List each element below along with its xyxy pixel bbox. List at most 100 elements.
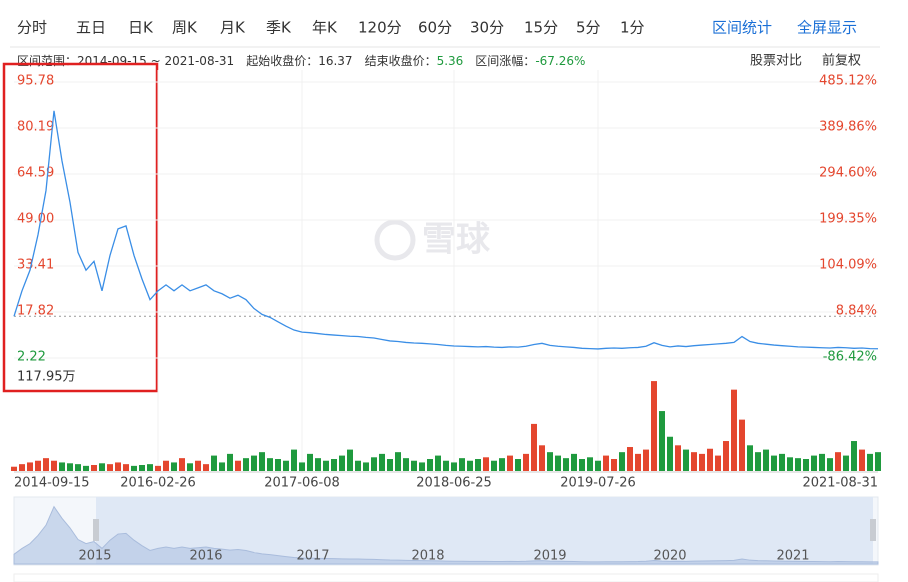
volume-bar: [251, 455, 257, 471]
volume-bar: [667, 436, 673, 471]
volume-bar: [235, 460, 241, 471]
x-tick-label: 2017-06-08: [264, 476, 340, 491]
volume-bar: [267, 458, 273, 471]
volume-bar: [451, 462, 457, 471]
action-link[interactable]: 全屏显示: [797, 19, 857, 37]
volume-bar: [587, 457, 593, 471]
navigator-handle[interactable]: [870, 519, 876, 541]
volume-bar: [651, 381, 657, 471]
volume-bar: [91, 465, 97, 471]
info-value: -67.26%: [535, 54, 585, 68]
volume-bar: [75, 464, 81, 471]
tab[interactable]: 五日: [76, 19, 106, 37]
volume-bar: [555, 455, 561, 471]
info-label: 区间涨幅：: [475, 53, 535, 68]
volume-bar: [835, 452, 841, 471]
volume-bar: [523, 453, 529, 471]
tab[interactable]: 15分: [524, 19, 558, 37]
highlight-box: [2, 62, 159, 393]
tab[interactable]: 季K: [266, 19, 292, 37]
volume-bar: [411, 460, 417, 471]
volume-bar: [59, 462, 65, 471]
volume-bar: [619, 452, 625, 471]
volume-bar: [35, 460, 41, 471]
volume-bar: [851, 441, 857, 471]
y2-tick-label: 104.09%: [819, 258, 877, 273]
volume-bar: [499, 458, 505, 471]
volume-bar: [11, 466, 17, 471]
volume-bar: [739, 419, 745, 471]
volume-bar: [123, 464, 129, 471]
volume-bar: [355, 460, 361, 471]
option[interactable]: 股票对比: [750, 54, 802, 69]
tab[interactable]: 60分: [418, 19, 452, 37]
volume-bar: [867, 453, 873, 471]
volume-bar: [155, 465, 161, 471]
watermark: 雪球: [374, 219, 491, 261]
volume-bar: [843, 455, 849, 471]
tab[interactable]: 分时: [17, 19, 47, 37]
volume-bar: [179, 458, 185, 471]
navigator-handle[interactable]: [93, 519, 99, 541]
volume-bar: [163, 460, 169, 471]
tab[interactable]: 月K: [220, 19, 246, 37]
volume-bar: [811, 455, 817, 471]
volume-bar: [747, 445, 753, 471]
tab[interactable]: 周K: [172, 19, 198, 37]
volume-bar: [819, 453, 825, 471]
volume-bar: [427, 459, 433, 471]
tab[interactable]: 日K: [128, 19, 154, 37]
volume-bar: [723, 441, 729, 471]
volume-bar: [635, 453, 641, 471]
tab[interactable]: 5分: [576, 19, 601, 37]
volume-bar: [795, 458, 801, 471]
y2-tick-label: -86.42%: [823, 350, 877, 365]
volume-bar: [347, 449, 353, 471]
watermark-text: 雪球: [422, 220, 491, 260]
tab[interactable]: 1分: [620, 19, 645, 37]
volume-bar: [467, 460, 473, 471]
tab[interactable]: 年K: [312, 19, 338, 37]
volume-bar: [435, 455, 441, 471]
volume-bar: [331, 459, 337, 471]
volume-bar: [707, 448, 713, 471]
y2-tick-label: 294.60%: [819, 166, 877, 181]
y2-tick-label: 485.12%: [819, 74, 877, 89]
info-value: 5.36: [437, 54, 464, 68]
volume-bar: [107, 464, 113, 471]
volume-bar: [219, 462, 225, 471]
tab[interactable]: 120分: [358, 19, 402, 37]
volume-bar: [291, 449, 297, 471]
volume-bar: [483, 457, 489, 471]
volume-bar: [595, 460, 601, 471]
tab[interactable]: 30分: [470, 19, 504, 37]
option[interactable]: 前复权: [822, 53, 861, 69]
volume-bar: [259, 452, 265, 471]
info-value: 16.37: [318, 54, 352, 68]
volume-bar: [67, 463, 73, 471]
navigator-area: [13, 505, 879, 565]
action-link[interactable]: 区间统计: [712, 19, 772, 37]
volume-bar: [459, 458, 465, 471]
volume-bar: [787, 457, 793, 471]
volume-bar: [99, 463, 105, 471]
volume-bar: [531, 423, 537, 471]
volume-bar: [563, 458, 569, 471]
y2-tick-label: 389.86%: [819, 120, 877, 135]
volume-bar: [43, 458, 49, 471]
volume-bar: [315, 458, 321, 471]
volume-bar: [611, 459, 617, 471]
volume-bar: [387, 459, 393, 471]
volume-bar: [19, 464, 25, 471]
plot: 2014-09-15 2016-02-26 2017-06-08 2018-06-25…: [11, 70, 881, 582]
volume-bar: [699, 453, 705, 471]
volume-bar: [131, 465, 137, 471]
volume-bar: [403, 458, 409, 471]
volume-bar: [515, 459, 521, 471]
volume-bar: [755, 452, 761, 471]
volume-bar: [27, 462, 33, 471]
x-tick-label: 2019-07-26: [560, 476, 636, 491]
y-tick-label: 2.22: [17, 350, 46, 365]
volume-bar: [827, 458, 833, 471]
info-label: 起始收盘价：: [246, 53, 318, 68]
